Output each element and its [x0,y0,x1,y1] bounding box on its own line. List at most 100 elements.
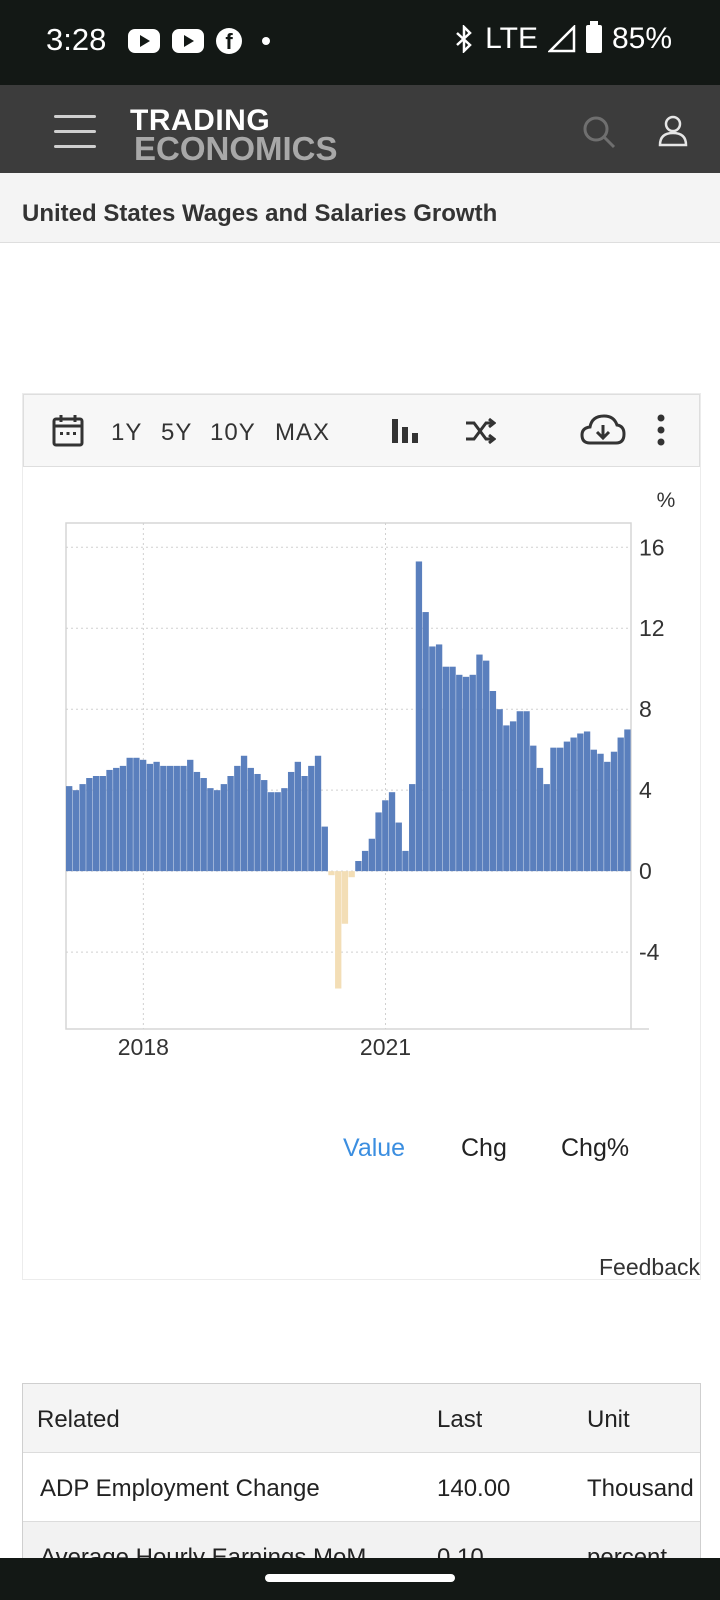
chart-bar[interactable] [422,612,429,872]
related-name[interactable]: ADP Employment Change [40,1475,320,1502]
chart-bar[interactable] [166,765,174,872]
chart-bar[interactable] [624,729,631,872]
chart-bar[interactable] [92,776,100,872]
chart-bar[interactable] [435,644,443,872]
chart-bar[interactable] [577,733,584,872]
menu-icon[interactable] [54,115,96,148]
feedback-link[interactable]: Feedback [598,1254,700,1280]
tab-value[interactable]: Value [343,1134,406,1162]
home-gesture-handle[interactable] [265,1574,455,1582]
chart-bar[interactable] [543,784,550,872]
chart-bar[interactable] [261,780,268,872]
chart-bar[interactable] [193,771,201,872]
range-max-button[interactable]: MAX [275,419,331,446]
chart-bar[interactable] [294,761,302,872]
chart-bar[interactable] [213,790,221,872]
chart-bar[interactable] [496,709,503,872]
chart-bar[interactable] [200,778,207,872]
chart-bar[interactable] [563,741,571,872]
chart-bar[interactable] [133,757,140,872]
chart-bar[interactable] [409,784,416,872]
chart-bar[interactable] [449,666,456,872]
chart-bar[interactable] [240,755,248,872]
chart-bar[interactable] [550,747,557,872]
calendar-icon[interactable] [52,413,84,447]
chart-bar[interactable] [126,757,133,872]
cloud-download-icon[interactable] [580,413,626,447]
chart-bar[interactable] [523,711,530,872]
chart-bar[interactable] [355,861,362,872]
chart-bar[interactable] [456,674,463,872]
chart-bar[interactable] [536,767,544,872]
chart-bar[interactable] [146,763,154,872]
chart-bar[interactable] [321,826,328,872]
chart-bar[interactable] [429,646,436,872]
chart-bar[interactable] [375,812,382,872]
chart-bar[interactable] [617,737,624,872]
range-5y-button[interactable]: 5Y [161,419,193,446]
chart-bar[interactable] [99,776,106,872]
chart-bar[interactable] [247,767,254,872]
table-row[interactable]: ADP Employment Change 140.00 Thousand [23,1453,700,1522]
chart-bar[interactable] [382,800,389,872]
chart-bar[interactable] [153,761,160,872]
chart-bar[interactable] [308,765,315,872]
chart-bar[interactable] [509,721,517,872]
chart-bar[interactable] [570,737,577,872]
chart-bar[interactable] [267,792,275,872]
chart-bar[interactable] [287,771,295,872]
chart-bar[interactable] [86,778,93,872]
chart-bar[interactable] [335,871,342,989]
chart-bar[interactable] [489,690,497,872]
chart-bar[interactable] [583,731,591,872]
chart-bar[interactable] [79,784,86,872]
chart-bar[interactable] [328,871,335,876]
chart-bar[interactable] [557,747,564,872]
more-options-icon[interactable] [656,413,666,447]
chart-bar[interactable] [604,761,611,872]
chart-bar[interactable] [341,871,349,924]
chart-bar[interactable] [503,725,510,872]
chart-bar[interactable] [106,769,113,872]
chart-bar[interactable] [402,850,409,872]
chart-bar[interactable] [173,765,180,872]
table-row[interactable]: Average Hourly Earnings MoM 0.10 percent [23,1522,700,1558]
range-1y-button[interactable]: 1Y [111,419,143,446]
chart-bar[interactable] [590,749,597,872]
trading-economics-logo[interactable]: TRADING ECONOMICS [130,106,338,165]
chart-bar[interactable] [348,871,355,878]
user-icon[interactable] [658,115,688,147]
shuffle-icon[interactable] [464,417,496,445]
chart-bar[interactable] [368,838,376,872]
chart-bar[interactable] [281,788,288,872]
chart-bar[interactable] [483,660,490,872]
chart-bar[interactable] [516,711,523,872]
chart-bar[interactable] [66,786,73,872]
chart-bar[interactable] [274,792,281,872]
chart-bar[interactable] [72,790,80,872]
chart-bar[interactable] [415,561,423,872]
chart-bar[interactable] [227,776,234,872]
chart-bar[interactable] [220,784,228,872]
chart-bar[interactable] [160,765,167,872]
chart-bar[interactable] [462,676,470,872]
chart-bar[interactable] [395,822,402,872]
chart-bar[interactable] [301,776,308,872]
chart-bar[interactable] [207,788,214,872]
related-name[interactable]: Average Hourly Earnings MoM [40,1544,367,1558]
chart-bar[interactable] [610,751,618,872]
chart-bar[interactable] [476,654,483,872]
chart-bar[interactable] [234,765,241,872]
bar-chart-icon[interactable] [390,415,420,445]
chart-bar[interactable] [597,753,604,872]
chart-bar[interactable] [314,755,322,872]
chart-bar[interactable] [388,792,396,872]
chart-bar[interactable] [469,674,476,872]
chart-bar[interactable] [361,850,369,872]
range-10y-button[interactable]: 10Y [210,419,256,446]
tab-chg-percent[interactable]: Chg% [561,1134,630,1162]
search-icon[interactable] [582,115,616,149]
chart-bar[interactable] [187,759,194,872]
chart-bar[interactable] [113,767,120,872]
chart-bar[interactable] [530,745,537,872]
